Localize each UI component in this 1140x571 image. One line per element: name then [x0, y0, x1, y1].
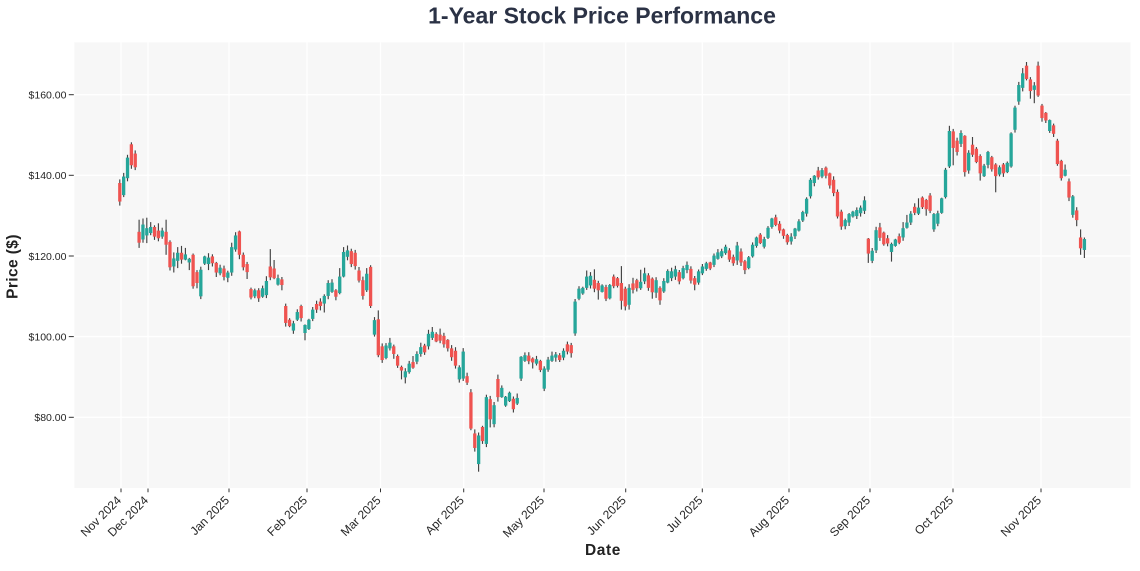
svg-text:1-Year Stock Price Performance: 1-Year Stock Price Performance: [428, 3, 776, 29]
svg-text:Date: Date: [585, 542, 621, 559]
svg-text:$160.00: $160.00: [29, 90, 67, 102]
svg-text:$80.00: $80.00: [34, 412, 66, 424]
svg-text:Price ($): Price ($): [5, 234, 22, 299]
svg-text:$140.00: $140.00: [29, 170, 67, 182]
svg-text:$120.00: $120.00: [29, 251, 67, 263]
svg-text:$100.00: $100.00: [29, 331, 67, 343]
